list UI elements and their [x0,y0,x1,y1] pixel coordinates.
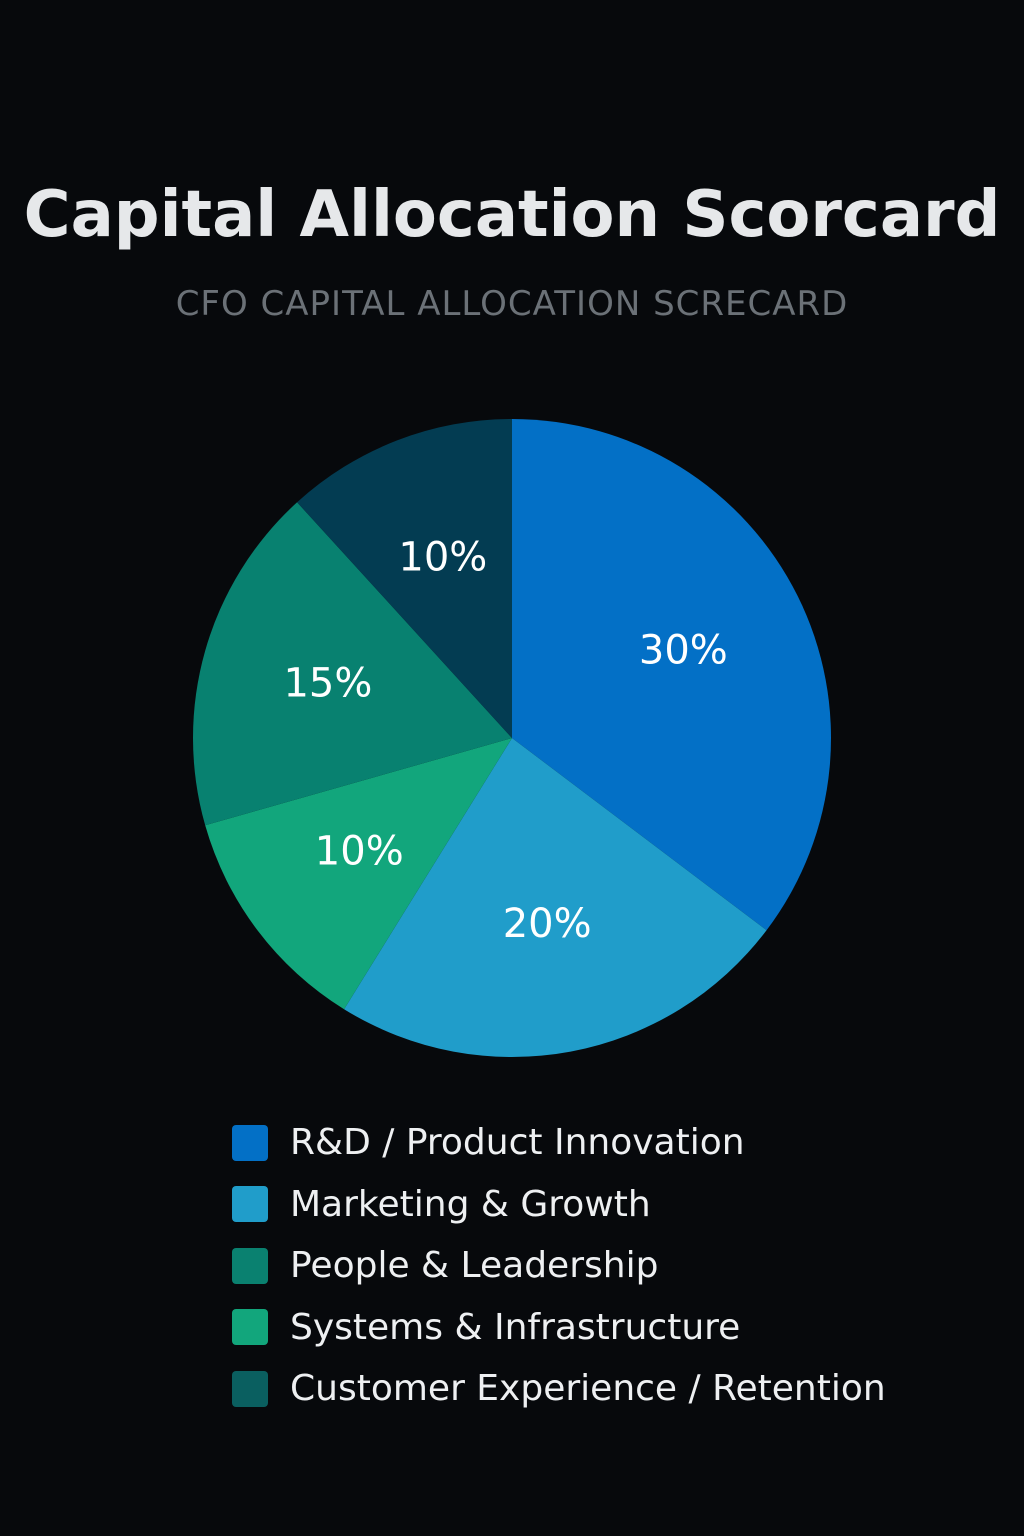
legend-label: R&D / Product Innovation [290,1122,745,1164]
chart-subtitle: CFO CAPITAL ALLOCATION SCRECARD [175,284,849,324]
legend-label: Marketing & Growth [290,1183,651,1225]
legend-item: Systems & Infrastructure [232,1297,992,1359]
slice-label: 10% [315,828,404,874]
pie-slices [192,418,832,1057]
slice-label: 10% [398,535,487,581]
slice-label: 20% [503,901,592,947]
legend-label: Customer Experience / Retention [290,1368,886,1410]
pie-slice [192,502,512,826]
legend-swatch [232,1247,268,1284]
legend-swatch [232,1186,268,1223]
pie-labels: 30% 20% 10% 15% 10% [283,535,727,948]
pie-slice [297,418,512,738]
legend-swatch [232,1124,268,1161]
legend-item: Marketing & Growth [232,1174,992,1236]
legend-swatch [232,1309,268,1346]
legend: R&D / Product Innovation Marketing & Gro… [232,1112,992,1420]
pie-slice [205,738,512,1010]
legend-item: People & Leadership [232,1235,992,1297]
pie-slice [344,738,767,1057]
legend-label: Systems & Infrastructure [290,1306,741,1348]
chart-title: Capital Allocation Scorcard [23,178,1001,252]
legend-item: Customer Experience / Retention [232,1358,992,1420]
slice-label: 30% [639,628,728,674]
pie-slice [512,419,832,931]
slice-label: 15% [283,661,372,707]
legend-label: People & Leadership [290,1245,659,1287]
legend-swatch [232,1370,268,1407]
legend-item: R&D / Product Innovation [232,1112,992,1174]
